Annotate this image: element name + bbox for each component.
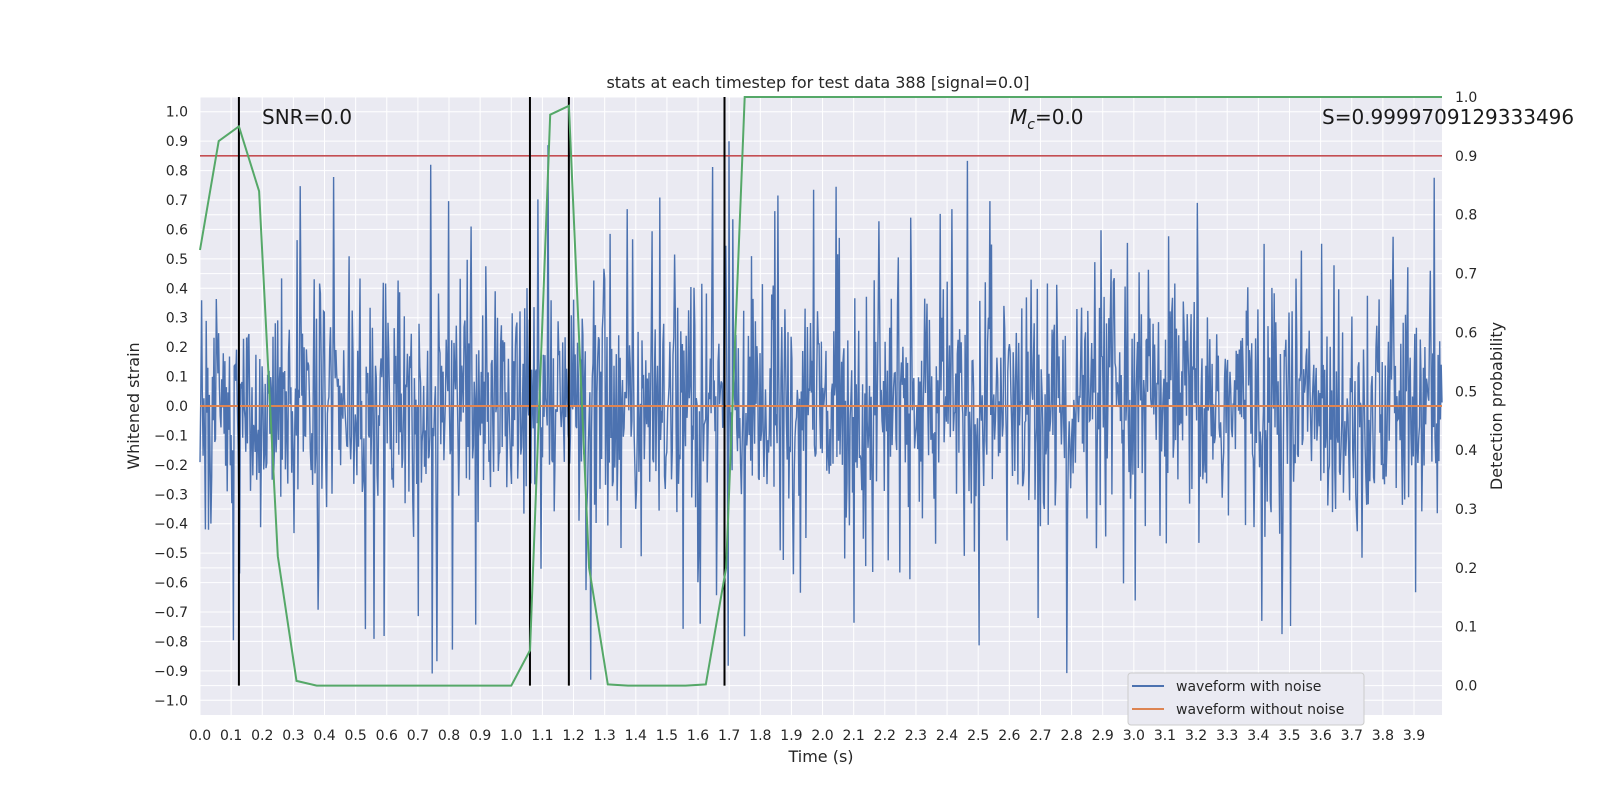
y-left-tick-label: 0.9 [166,134,188,150]
x-tick-label: 1.7 [718,728,740,744]
x-tick-label: 0.8 [438,728,460,744]
y-left-tick-label: −0.2 [154,458,188,474]
x-tick-label: 0.9 [469,728,491,744]
x-tick-labels: 0.0 0.1 0.2 0.3 0.4 0.5 0.6 0.7 0.8 0.9 1.0 1.1 1.2 1… [189,728,1425,744]
x-tick-label: 3.3 [1216,728,1238,744]
x-tick-label: 3.0 [1123,728,1145,744]
y-right-tick-label: 0.5 [1455,384,1477,400]
x-tick-label: 3.2 [1185,728,1207,744]
x-tick-label: 2.0 [811,728,833,744]
x-tick-label: 1.2 [562,728,584,744]
x-tick-label: 1.0 [500,728,522,744]
y-right-tick-labels: 1.0 0.9 0.8 0.7 0.6 0.5 0.4 0.3 0.2 0.1 0.0 [1455,90,1477,695]
y-right-tick-label: 0.7 [1455,267,1477,283]
x-tick-label: 2.5 [967,728,989,744]
x-tick-label: 0.5 [345,728,367,744]
legend-label-noise: waveform with noise [1176,679,1321,695]
x-tick-label: 0.6 [376,728,398,744]
y-left-tick-label: −0.8 [154,634,188,650]
mc-subscript: c [1027,117,1035,133]
y-right-tick-label: 1.0 [1455,90,1477,106]
x-tick-label: 0.2 [251,728,273,744]
x-tick-label: 0.0 [189,728,211,744]
y-left-tick-label: 0.5 [166,252,188,268]
y-left-tick-label: 0.8 [166,164,188,180]
x-tick-label: 2.8 [1060,728,1082,744]
y-left-tick-label: −0.4 [154,517,188,533]
x-axis-label: Time (s) [787,747,853,766]
mc-value: =0.0 [1035,105,1084,129]
x-tick-label: 0.1 [220,728,242,744]
detection-probability-line [199,96,1442,687]
y-left-tick-label: −1.0 [154,693,188,709]
x-tick-label: 0.4 [313,728,335,744]
legend-box [1127,672,1365,726]
y-left-tick-label: 0.0 [166,399,188,415]
x-tick-label: 1.6 [687,728,709,744]
x-tick-label: 3.5 [1278,728,1300,744]
legend: waveform with noise waveform without noi… [1127,672,1365,726]
x-tick-label: 2.3 [905,728,927,744]
y-left-tick-label: 0.1 [166,370,188,386]
legend-label-clean: waveform without noise [1176,702,1344,718]
x-tick-label: 1.8 [749,728,771,744]
y-right-tick-label: 0.1 [1455,620,1477,636]
y-left-tick-labels: 1.0 0.9 0.8 0.7 0.6 0.5 0.4 0.3 0.2 0.1 0.0 −0.1 −0.… [154,105,188,710]
x-tick-label: 3.1 [1154,728,1176,744]
noise-trace [199,141,1443,680]
y-left-tick-label: 0.6 [166,222,188,238]
y-left-tick-label: 0.4 [166,281,188,297]
waveform-with-noise [199,141,1443,680]
y-right-tick-label: 0.4 [1455,443,1477,459]
x-tick-label: 2.1 [843,728,865,744]
y-left-tick-label: −0.5 [154,546,188,562]
x-tick-label: 2.9 [1092,728,1114,744]
y-left-tick-label: −0.6 [154,576,188,592]
y-left-tick-label: −0.9 [154,664,188,680]
y-left-tick-label: 1.0 [166,105,188,121]
y-left-tick-label: −0.1 [154,428,188,444]
vertical-markers [237,97,726,686]
x-tick-label: 1.1 [531,728,553,744]
y-right-tick-label: 0.8 [1455,208,1477,224]
y-left-tick-label: −0.7 [154,605,188,621]
y-left-tick-label: 0.2 [166,340,188,356]
s-annotation: S=0.9999709129333496 [1322,105,1574,129]
x-tick-label: 0.7 [407,728,429,744]
chirp-mass-annotation: Mc=0.0 [1010,105,1084,133]
y-right-tick-label: 0.9 [1455,149,1477,165]
y-left-tick-label: −0.3 [154,487,188,503]
y-right-tick-label: 0.0 [1455,679,1477,695]
y-left-axis-label: Whitened strain [124,342,143,469]
x-tick-label: 1.5 [656,728,678,744]
x-tick-label: 3.7 [1341,728,1363,744]
x-tick-label: 3.4 [1247,728,1269,744]
x-tick-label: 2.4 [936,728,958,744]
y-right-tick-label: 0.2 [1455,561,1477,577]
y-right-tick-label: 0.6 [1455,325,1477,341]
x-tick-label: 1.9 [780,728,802,744]
x-tick-label: 1.4 [625,728,647,744]
x-tick-label: 2.6 [998,728,1020,744]
x-tick-label: 3.6 [1309,728,1331,744]
x-tick-label: 2.2 [874,728,896,744]
x-tick-label: 2.7 [1029,728,1051,744]
snr-annotation: SNR=0.0 [262,105,352,129]
chart-title: stats at each timestep for test data 388… [606,73,1029,92]
x-tick-label: 0.3 [282,728,304,744]
y-left-tick-label: 0.7 [166,193,188,209]
y-left-tick-label: 0.3 [166,311,188,327]
x-tick-label: 3.9 [1403,728,1425,744]
y-right-axis-label: Detection probability [1487,322,1506,490]
y-right-tick-label: 0.3 [1455,502,1477,518]
x-tick-label: 3.8 [1372,728,1394,744]
mc-symbol: M [1010,105,1027,129]
x-tick-label: 1.3 [594,728,616,744]
